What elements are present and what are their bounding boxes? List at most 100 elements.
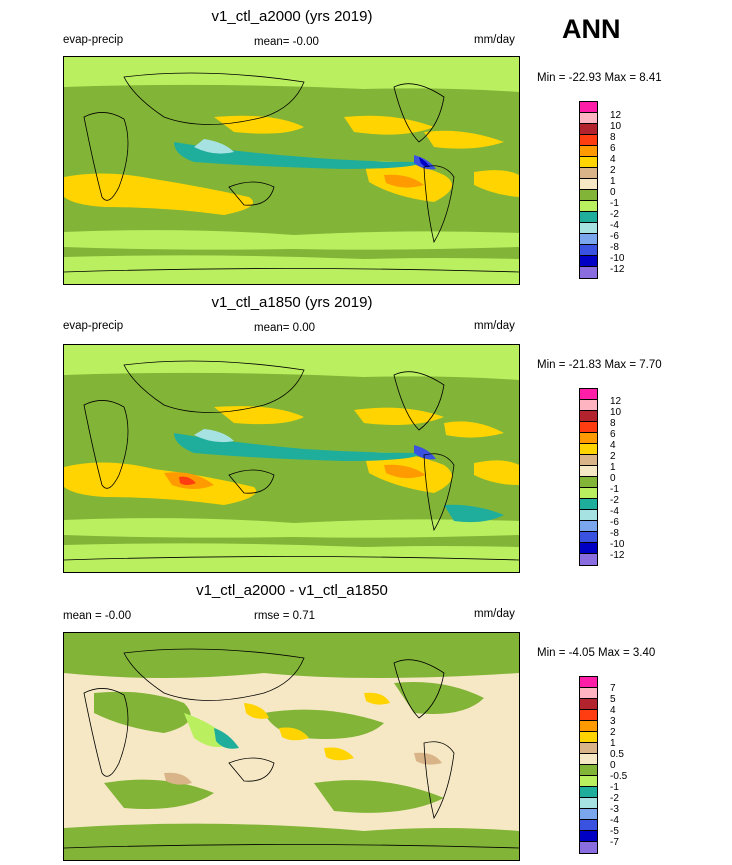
colorbar-swatch: [580, 135, 597, 146]
panel3-tick: -2: [610, 793, 619, 804]
colorbar-swatch: [580, 820, 597, 831]
panel3-map-field: [64, 633, 519, 860]
panel1-title: v1_ctl_a2000 (yrs 2019): [211, 8, 373, 25]
panel1-map: [63, 56, 520, 285]
panel1-tick: 8: [610, 132, 616, 143]
colorbar-swatch: [580, 831, 597, 842]
colorbar-swatch: [580, 842, 597, 853]
colorbar-swatch: [580, 223, 597, 234]
colorbar-swatch: [580, 411, 597, 422]
panel2-tick: -8: [610, 528, 619, 539]
colorbar-swatch: [580, 124, 597, 135]
panel3-map: [63, 632, 520, 861]
panel2-tick: 12: [610, 396, 622, 407]
colorbar-swatch: [580, 146, 597, 157]
panel2-colorbar: [579, 388, 598, 566]
panel3-tick: -7: [610, 837, 619, 848]
panel3-tick: 1: [610, 738, 616, 749]
colorbar-swatch: [580, 699, 597, 710]
colorbar-swatch: [580, 765, 597, 776]
colorbar-swatch: [580, 157, 597, 168]
colorbar-swatch: [580, 389, 597, 400]
colorbar-swatch: [580, 466, 597, 477]
colorbar-swatch: [580, 688, 597, 699]
panel3-tick: 0.5: [610, 749, 624, 760]
colorbar-swatch: [580, 168, 597, 179]
panel2-minmax: Min = -21.83 Max = 7.70: [537, 359, 662, 371]
panel3-minmax: Min = -4.05 Max = 3.40: [537, 647, 656, 659]
colorbar-swatch: [580, 732, 597, 743]
colorbar-swatch: [580, 245, 597, 256]
panel1-tick: 10: [610, 121, 622, 132]
panel2-title: v1_ctl_a1850 (yrs 2019): [211, 294, 373, 311]
panel3-tick: -1: [610, 782, 619, 793]
colorbar-swatch: [580, 721, 597, 732]
panel3-mean-label: mean = -0.00: [63, 610, 132, 622]
panel1-tick: -6: [610, 231, 619, 242]
panel2-map: [63, 344, 520, 573]
colorbar-swatch: [580, 743, 597, 754]
colorbar-swatch: [580, 754, 597, 765]
colorbar-swatch: [580, 455, 597, 466]
panel1-mean-label: mean= -0.00: [254, 36, 319, 48]
panel1-tick: -12: [610, 264, 625, 275]
panel3-tick: 0: [610, 760, 616, 771]
colorbar-swatch: [580, 488, 597, 499]
panel1-variable-label: evap-precip: [63, 34, 124, 46]
colorbar-swatch: [580, 212, 597, 223]
panel2-tick: 4: [610, 440, 616, 451]
panel1-tick: 1: [610, 176, 616, 187]
panel1-map-field: [64, 57, 519, 284]
colorbar-swatch: [580, 809, 597, 820]
panel1-tick: -1: [610, 198, 619, 209]
panel3-rmse-label: rmse = 0.71: [254, 610, 316, 622]
panel1-tick: -10: [610, 253, 625, 264]
colorbar-swatch: [580, 521, 597, 532]
colorbar-swatch: [580, 710, 597, 721]
panel2-units-label: mm/day: [474, 320, 515, 332]
panel1-colorbar: [579, 101, 598, 279]
panel1-tick: 0: [610, 187, 616, 198]
panel2-tick: 0: [610, 473, 616, 484]
colorbar-swatch: [580, 798, 597, 809]
panel2-tick: 8: [610, 418, 616, 429]
panel1-tick: -8: [610, 242, 619, 253]
panel3-tick: 7: [610, 683, 616, 694]
panel3-tick: -0.5: [610, 771, 628, 782]
colorbar-swatch: [580, 400, 597, 411]
panel2-tick: -12: [610, 550, 625, 561]
colorbar-swatch: [580, 532, 597, 543]
colorbar-swatch: [580, 776, 597, 787]
panel2-tick: -6: [610, 517, 619, 528]
panel1-minmax: Min = -22.93 Max = 8.41: [537, 72, 662, 84]
panel1-tick: 6: [610, 143, 616, 154]
panel2-tick: 2: [610, 451, 616, 462]
panel3-tick: 5: [610, 694, 616, 705]
panel3-title: v1_ctl_a2000 - v1_ctl_a1850: [196, 582, 388, 599]
panel2-map-field: [64, 345, 519, 572]
colorbar-swatch: [580, 433, 597, 444]
panel2-tick: -1: [610, 484, 619, 495]
colorbar-swatch: [580, 422, 597, 433]
panel1-tick: 2: [610, 165, 616, 176]
panel3-tick: -3: [610, 804, 619, 815]
panel1-tick: -2: [610, 209, 619, 220]
panel3-colorbar: [579, 676, 598, 854]
colorbar-swatch: [580, 677, 597, 688]
colorbar-swatch: [580, 787, 597, 798]
panel2-tick: -2: [610, 495, 619, 506]
colorbar-swatch: [580, 102, 597, 113]
panel2-tick: -10: [610, 539, 625, 550]
panel2-variable-label: evap-precip: [63, 320, 124, 332]
panel3-tick: 2: [610, 727, 616, 738]
colorbar-swatch: [580, 201, 597, 212]
panel3-units-label: mm/day: [474, 608, 515, 620]
colorbar-swatch: [580, 234, 597, 245]
panel3-tick: -4: [610, 815, 619, 826]
panel2-tick: 10: [610, 407, 622, 418]
colorbar-swatch: [580, 179, 597, 190]
colorbar-swatch: [580, 499, 597, 510]
panel3-tick: 4: [610, 705, 616, 716]
panel1-tick: 12: [610, 110, 622, 121]
colorbar-swatch: [580, 256, 597, 267]
